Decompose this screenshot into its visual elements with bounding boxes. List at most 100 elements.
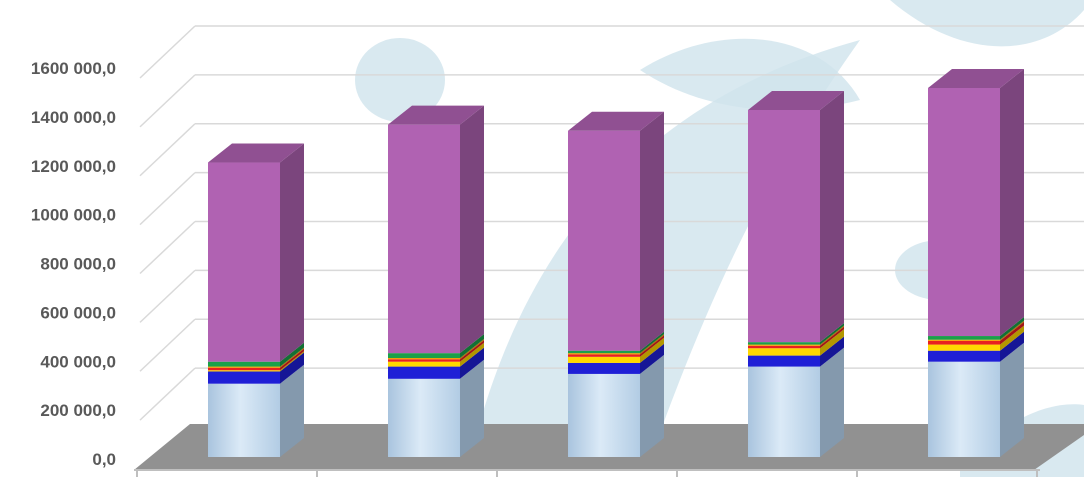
bar-segment-side (1000, 321, 1024, 345)
bar-segment-side (820, 325, 844, 346)
bar-segment (388, 366, 460, 379)
bar-segment (208, 371, 280, 384)
gridline (139, 367, 196, 421)
bar-segment-side (820, 326, 844, 349)
bar-segment-side (280, 347, 304, 368)
bar-segment-side (1000, 68, 1024, 337)
bar-segment (388, 353, 460, 359)
bar-segment-side (820, 329, 844, 356)
bar-segment (208, 162, 280, 362)
bar-segment-side (280, 352, 304, 384)
bar-segment (928, 339, 1000, 341)
bar-segment-side (640, 331, 664, 354)
bar-segment (928, 361, 1000, 457)
bar-segment (568, 350, 640, 354)
bar-segment (208, 367, 280, 371)
bar-segment-side (460, 359, 484, 457)
gridline (139, 220, 196, 275)
y-tick-label: 800 000,0 (40, 255, 116, 274)
bar-stack (388, 105, 484, 457)
bar-stack (568, 111, 664, 457)
bar-segment-side (460, 339, 484, 360)
bar-segment (388, 361, 460, 367)
bar-segment-side (640, 354, 664, 457)
bar-segment (748, 366, 820, 457)
bar-segment (388, 378, 460, 457)
y-tick-label: 200 000,0 (40, 401, 116, 420)
y-tick-label: 1000 000,0 (31, 206, 116, 225)
bar-segment (568, 362, 640, 374)
bar-segment-side (1000, 325, 1024, 351)
bar-segment (928, 350, 1000, 362)
bar-segment (928, 336, 1000, 340)
bar-segment (568, 353, 640, 355)
gridline (139, 318, 196, 372)
bar-stack (928, 68, 1024, 457)
bar-segment-side (1000, 317, 1024, 340)
y-tick-label: 0,0 (92, 450, 116, 469)
bar-segment-side (280, 143, 304, 362)
gridline (139, 172, 196, 226)
bar-segment-side (460, 340, 484, 362)
bar-segment (748, 342, 820, 345)
bar-segment-side (820, 347, 844, 457)
bar-segment (388, 358, 460, 360)
bar-segment-side (280, 342, 304, 367)
bar-segment-side (280, 364, 304, 457)
bar-segment (208, 366, 280, 368)
y-tick-label: 1200 000,0 (31, 157, 116, 176)
bar-segment-side (280, 348, 304, 371)
y-tick-label: 400 000,0 (40, 352, 116, 371)
bar-segment (568, 130, 640, 351)
bar-segment (208, 383, 280, 457)
bar-segment-side (820, 90, 844, 343)
bar-stack (748, 90, 844, 457)
bar-top (748, 90, 844, 110)
bar-segment (388, 359, 460, 362)
bar-segment-side (280, 351, 304, 372)
bar-segment (928, 344, 1000, 351)
bar-segment (568, 354, 640, 357)
bar-segment (748, 348, 820, 356)
bar-segment (208, 361, 280, 367)
gridline (139, 25, 196, 79)
bar-segment-side (640, 335, 664, 357)
bar-segment-side (460, 347, 484, 379)
bar-segment-side (640, 111, 664, 351)
bar-segment-side (820, 323, 844, 345)
bar-top (568, 111, 664, 131)
bar-segment (748, 344, 820, 346)
bars (208, 68, 1024, 457)
bar-segment-side (460, 105, 484, 354)
bar-segment (748, 355, 820, 367)
bar-segment-side (460, 334, 484, 359)
bar-top (928, 68, 1024, 88)
bar-segment (928, 340, 1000, 345)
bar-segment (568, 356, 640, 363)
bar-segment-side (820, 336, 844, 367)
bar-segment-side (1000, 331, 1024, 362)
bar-segment-side (640, 343, 664, 374)
bar-top (388, 105, 484, 125)
bar-segment (208, 370, 280, 372)
bar-stack (208, 143, 304, 457)
bar-segment-side (1000, 320, 1024, 341)
bar-segment-side (1000, 342, 1024, 457)
x-axis (134, 469, 1040, 477)
bar-segment (748, 109, 820, 343)
gridline (139, 123, 196, 177)
gridline (139, 269, 196, 323)
bar-segment (568, 373, 640, 457)
bar-top (208, 143, 304, 163)
bar-segment-side (640, 334, 664, 355)
bar-segment (928, 87, 1000, 337)
gridline (139, 74, 196, 128)
bar-segment (388, 124, 460, 354)
y-axis-labels: 0,0 200 000,0 400 000,0 600 000,0 800 000,0 1… (31, 59, 116, 469)
y-tick-label: 600 000,0 (40, 303, 116, 322)
bar-segment-side (460, 342, 484, 367)
bar-segment (748, 345, 820, 349)
y-tick-label: 1400 000,0 (31, 108, 116, 127)
